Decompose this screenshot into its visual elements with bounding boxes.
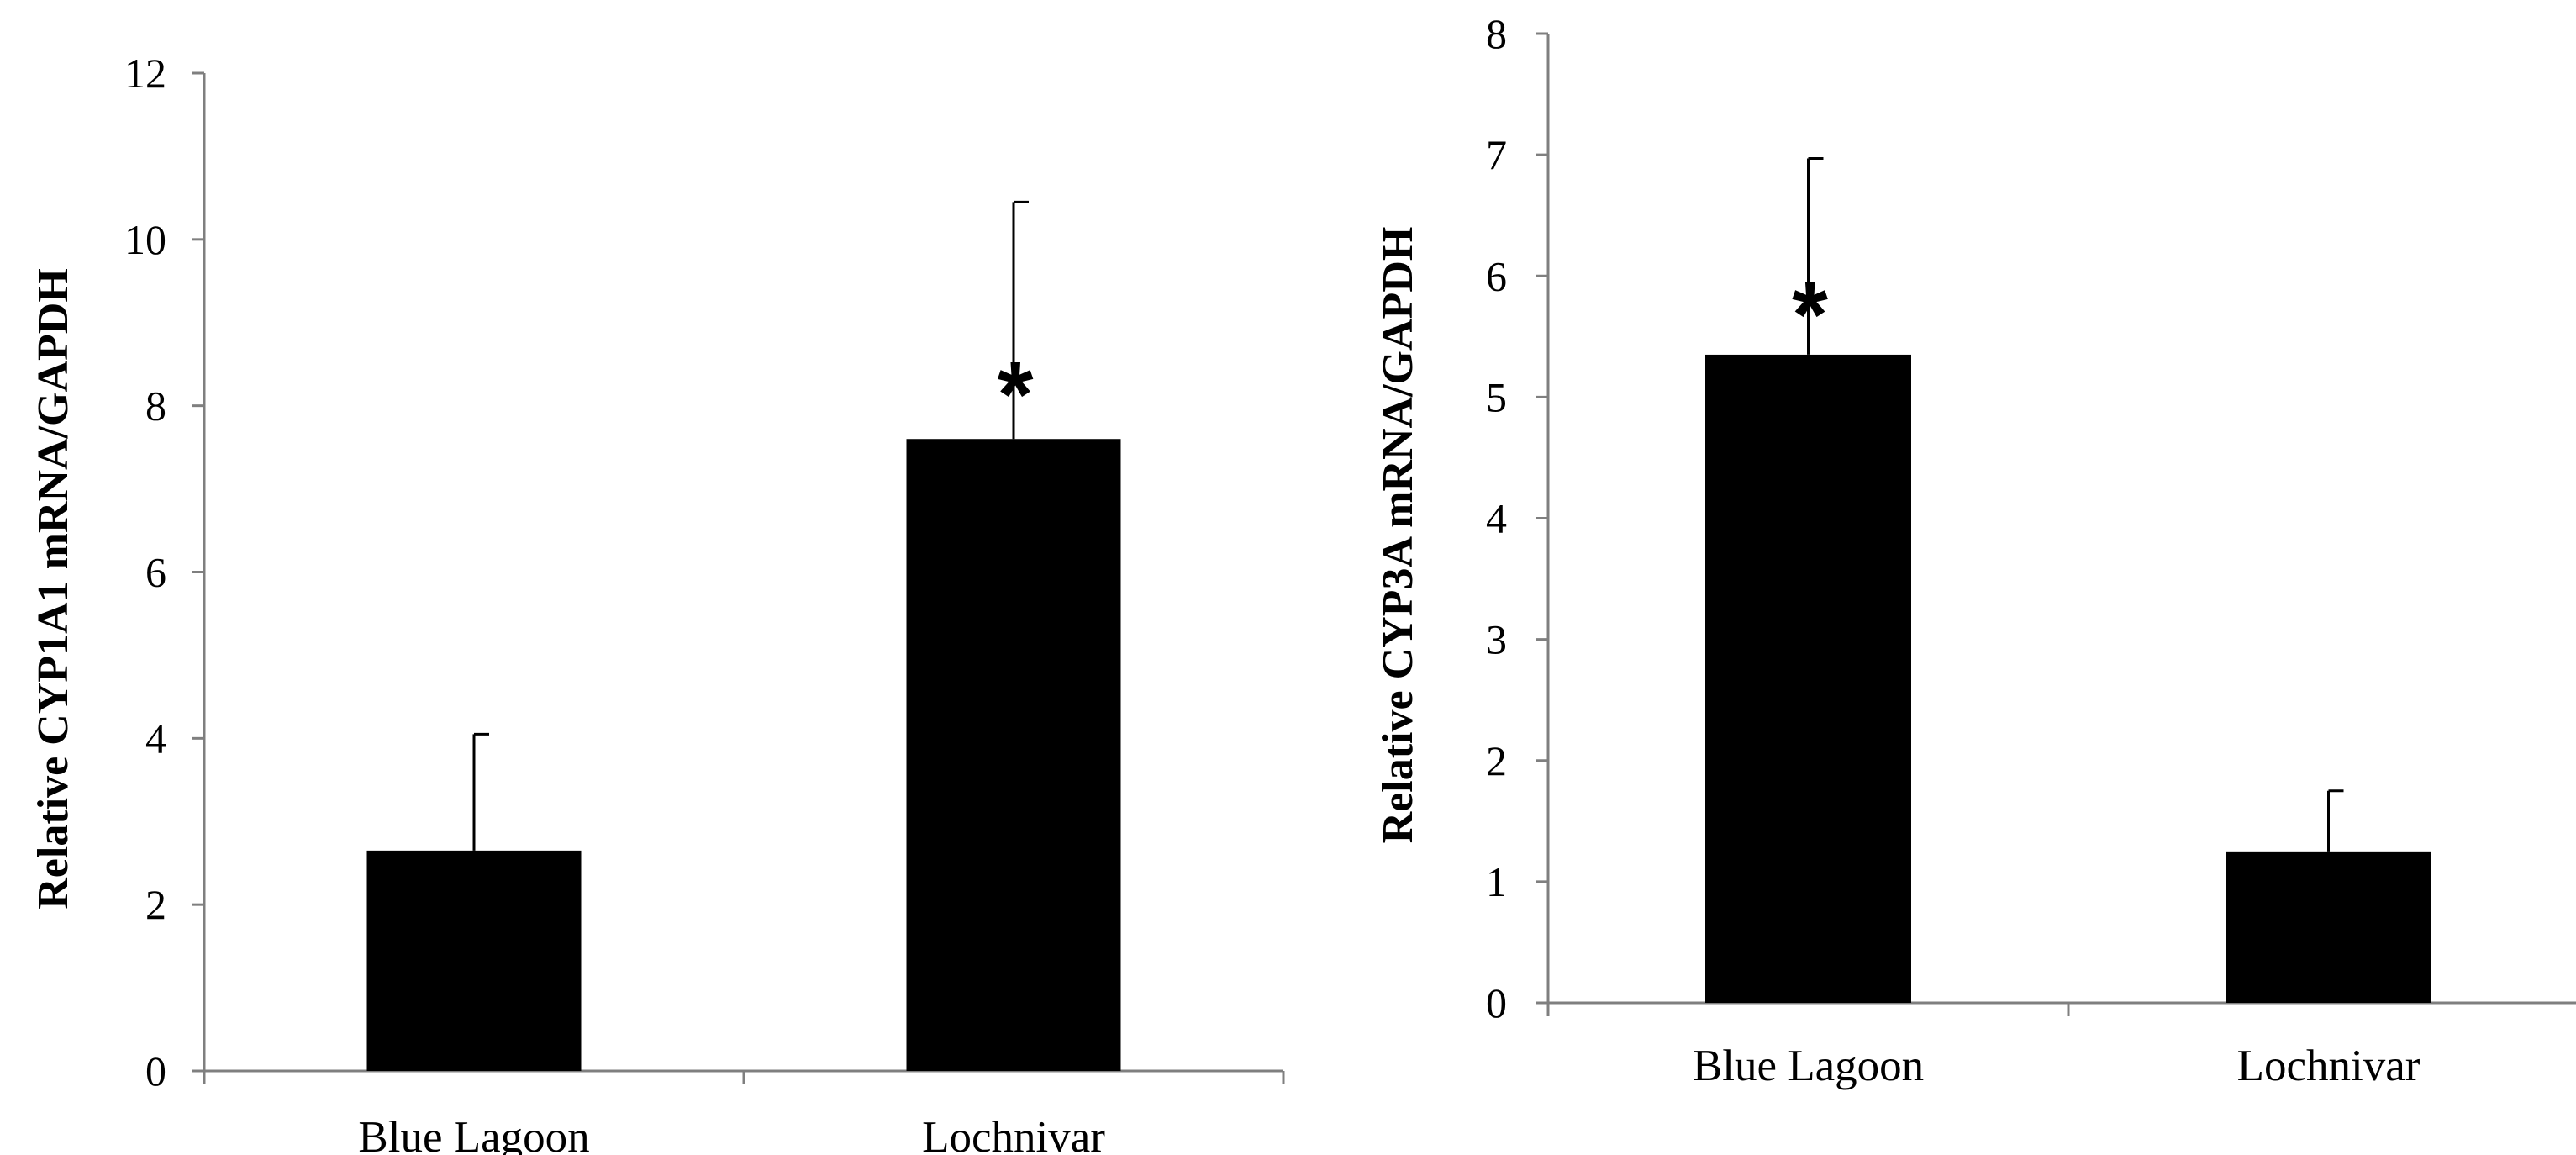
- y-tick-label: 1: [1486, 858, 1507, 905]
- y-tick-label: 3: [1486, 616, 1507, 663]
- y-axis-title: Relative CYP1A1 mRNA/GAPDH: [29, 268, 77, 910]
- bar-lochnivar: [2226, 851, 2431, 1003]
- y-tick-label: 4: [1486, 495, 1507, 542]
- y-tick-label: 12: [124, 50, 166, 97]
- cyp3a-chart: 0 1 2 3 4 5 6 7 8 * Blue Lagoon Lochnivar Relative C…: [1374, 10, 2576, 1090]
- y-tick-label: 2: [145, 881, 166, 928]
- y-tick-label: 5: [1486, 373, 1507, 420]
- y-tick-label: 6: [1486, 252, 1507, 299]
- significance-marker: *: [1792, 263, 1828, 367]
- y-tick-label: 7: [1486, 131, 1507, 178]
- bar-blue-lagoon: [1705, 354, 1911, 1003]
- x-category-label: Lochnivar: [922, 1113, 1105, 1155]
- bar-blue-lagoon: [366, 850, 582, 1071]
- y-tick-label: 0: [1486, 979, 1507, 1026]
- bar-lochnivar: [906, 439, 1121, 1071]
- x-category-label: Blue Lagoon: [1693, 1042, 1924, 1090]
- y-axis-title: Relative CYP3A mRNA/GAPDH: [1374, 227, 1422, 844]
- y-tick-label: 8: [145, 382, 166, 430]
- x-category-label: Lochnivar: [2237, 1042, 2421, 1090]
- y-tick-label: 10: [124, 216, 166, 263]
- y-tick-label: 2: [1486, 737, 1507, 784]
- significance-marker: *: [998, 343, 1034, 446]
- y-tick-label: 0: [145, 1047, 166, 1094]
- x-category-label: Blue Lagoon: [358, 1113, 589, 1155]
- y-tick-label: 6: [145, 549, 166, 596]
- cyp1a1-chart: 0 2 4 6 8 10 12 Blue Lagoon * Lochnivar Relative C…: [29, 50, 1285, 1155]
- y-tick-label: 4: [145, 715, 166, 762]
- y-tick-label: 8: [1486, 10, 1507, 57]
